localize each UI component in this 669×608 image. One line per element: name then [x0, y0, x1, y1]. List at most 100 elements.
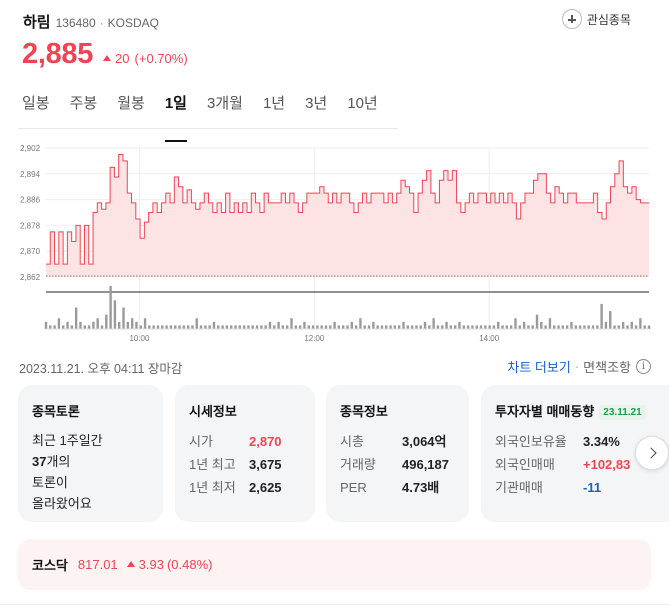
volume-bar — [449, 325, 453, 329]
volume-bar — [471, 325, 474, 329]
info-icon[interactable]: i — [636, 359, 651, 374]
chevron-right-icon — [644, 447, 657, 459]
discussion-card[interactable]: 종목토론 최근 1주일간 37개의 토론이 올라왔어요 — [18, 385, 163, 522]
investor-trend-label: 투자자별 매매동향 — [495, 404, 595, 419]
volume-bar — [354, 325, 358, 329]
tab-10year[interactable]: 10년 — [347, 95, 378, 112]
separator-dot: · — [574, 359, 580, 374]
disclaimer-link[interactable]: 면책조항 — [583, 360, 631, 375]
volume-bar — [617, 325, 621, 329]
volume-bar — [389, 325, 392, 329]
status-state: 장마감 — [147, 362, 183, 376]
index-change-percent: (0.48%) — [166, 557, 213, 572]
chart-more-link[interactable]: 차트 더보기 — [507, 360, 571, 375]
discussion-line4: 올라왔어요 — [32, 496, 92, 511]
tab-3month[interactable]: 3개월 — [206, 95, 243, 112]
volume-bar — [230, 325, 233, 329]
investor-label: 기관매매 — [495, 480, 543, 495]
investor-row: 기관매매 -11 — [495, 476, 667, 499]
volume-bar — [535, 314, 539, 329]
volume-bar — [630, 321, 633, 329]
price-area — [46, 154, 649, 277]
volume-bar — [548, 318, 552, 329]
volume-bar — [380, 325, 384, 329]
volume-bar — [626, 325, 629, 329]
quote-row: 1년 최저 2,625 — [189, 476, 301, 499]
tab-daily[interactable]: 일봉 — [22, 95, 50, 112]
quote-label: 1년 최저 — [189, 480, 236, 495]
volume-bar — [514, 318, 517, 329]
volume-bar — [393, 325, 397, 329]
tab-1day[interactable]: 1일 — [164, 92, 188, 142]
index-change-amount: 3.93 — [138, 557, 164, 572]
info-row: 거래량 496,187 — [340, 453, 455, 476]
stock-code: 136480 — [55, 16, 96, 30]
volume-bar — [92, 321, 95, 329]
volume-bar — [273, 325, 276, 329]
y-tick-label: 2,878 — [20, 221, 41, 230]
volume-bar — [100, 325, 104, 329]
volume-bar — [96, 318, 99, 329]
tab-monthly[interactable]: 월봉 — [117, 95, 145, 112]
volume-bar — [518, 325, 521, 329]
bottom-divider — [0, 604, 669, 605]
discussion-count-line: 37개의 — [32, 451, 149, 472]
volume-bar — [199, 325, 203, 329]
volume-bar — [441, 325, 444, 329]
volume-bar — [565, 325, 569, 329]
volume-bar — [578, 325, 582, 329]
volume-bar — [337, 325, 341, 329]
volume-bar — [148, 325, 151, 329]
info-label: 시총 — [340, 434, 364, 449]
volume-bar — [346, 325, 349, 329]
tab-3year[interactable]: 3년 — [305, 95, 328, 112]
volume-bar — [505, 325, 509, 329]
volume-bar — [531, 325, 534, 329]
volume-bar — [643, 325, 646, 329]
volume-bar — [639, 318, 642, 329]
volume-bar — [247, 325, 250, 329]
volume-bar — [109, 286, 112, 329]
investor-row: 외국인보유율 3.34% — [495, 430, 667, 453]
volume-bar — [311, 325, 315, 329]
quote-label: 시가 — [189, 434, 213, 449]
volume-bar — [105, 314, 108, 329]
volume-bar — [363, 325, 366, 329]
volume-bar — [234, 325, 237, 329]
investor-trend-card[interactable]: 투자자별 매매동향 23.11.21 외국인보유율 3.34% 외국인매매 +10… — [481, 385, 669, 522]
y-tick-label: 2,886 — [20, 196, 41, 205]
volume-bar — [221, 325, 224, 329]
volume-bar — [156, 325, 160, 329]
status-timestamp: 2023.11.21. 오후 04:11 — [19, 362, 145, 376]
quote-card[interactable]: 시세정보 시가 2,870 1년 최고 3,675 1년 최저 2,625 — [175, 385, 315, 522]
tab-weekly[interactable]: 주봉 — [69, 95, 98, 112]
volume-bar — [204, 325, 207, 329]
market-status: 2023.11.21. 오후 04:11 장마감 — [19, 358, 182, 377]
volume-bar — [74, 307, 78, 329]
volume-bar — [286, 325, 289, 329]
volume-bar — [255, 325, 259, 329]
kosdaq-index-bar[interactable]: 코스닥 817.01 3.93 (0.48%) — [18, 539, 651, 590]
volume-bar — [553, 325, 556, 329]
volume-bar — [583, 325, 586, 329]
volume-bar — [428, 325, 431, 329]
volume-bar — [113, 300, 117, 329]
discussion-title: 종목토론 — [32, 404, 80, 419]
volume-bar — [62, 325, 65, 329]
x-tick-label: 10:00 — [129, 334, 150, 343]
index-name: 코스닥 — [32, 558, 68, 573]
volume-bar — [161, 325, 164, 329]
stock-info-card[interactable]: 종목정보 시총 3,064억 거래량 496,187 PER 4.73배 — [326, 385, 469, 522]
volume-bar — [298, 325, 302, 329]
next-cards-button[interactable] — [635, 436, 669, 470]
investor-value: +102,83 — [583, 457, 631, 472]
volume-bar — [49, 325, 52, 329]
tabs-divider — [18, 128, 398, 129]
volume-bar — [609, 311, 612, 329]
volume-bar — [453, 325, 457, 329]
price-line — [46, 153, 649, 265]
add-watchlist-button[interactable]: 관심종목 — [561, 9, 631, 29]
volume-bar — [126, 321, 130, 329]
watchlist-label: 관심종목 — [586, 12, 631, 27]
tab-1year[interactable]: 1년 — [262, 95, 286, 112]
